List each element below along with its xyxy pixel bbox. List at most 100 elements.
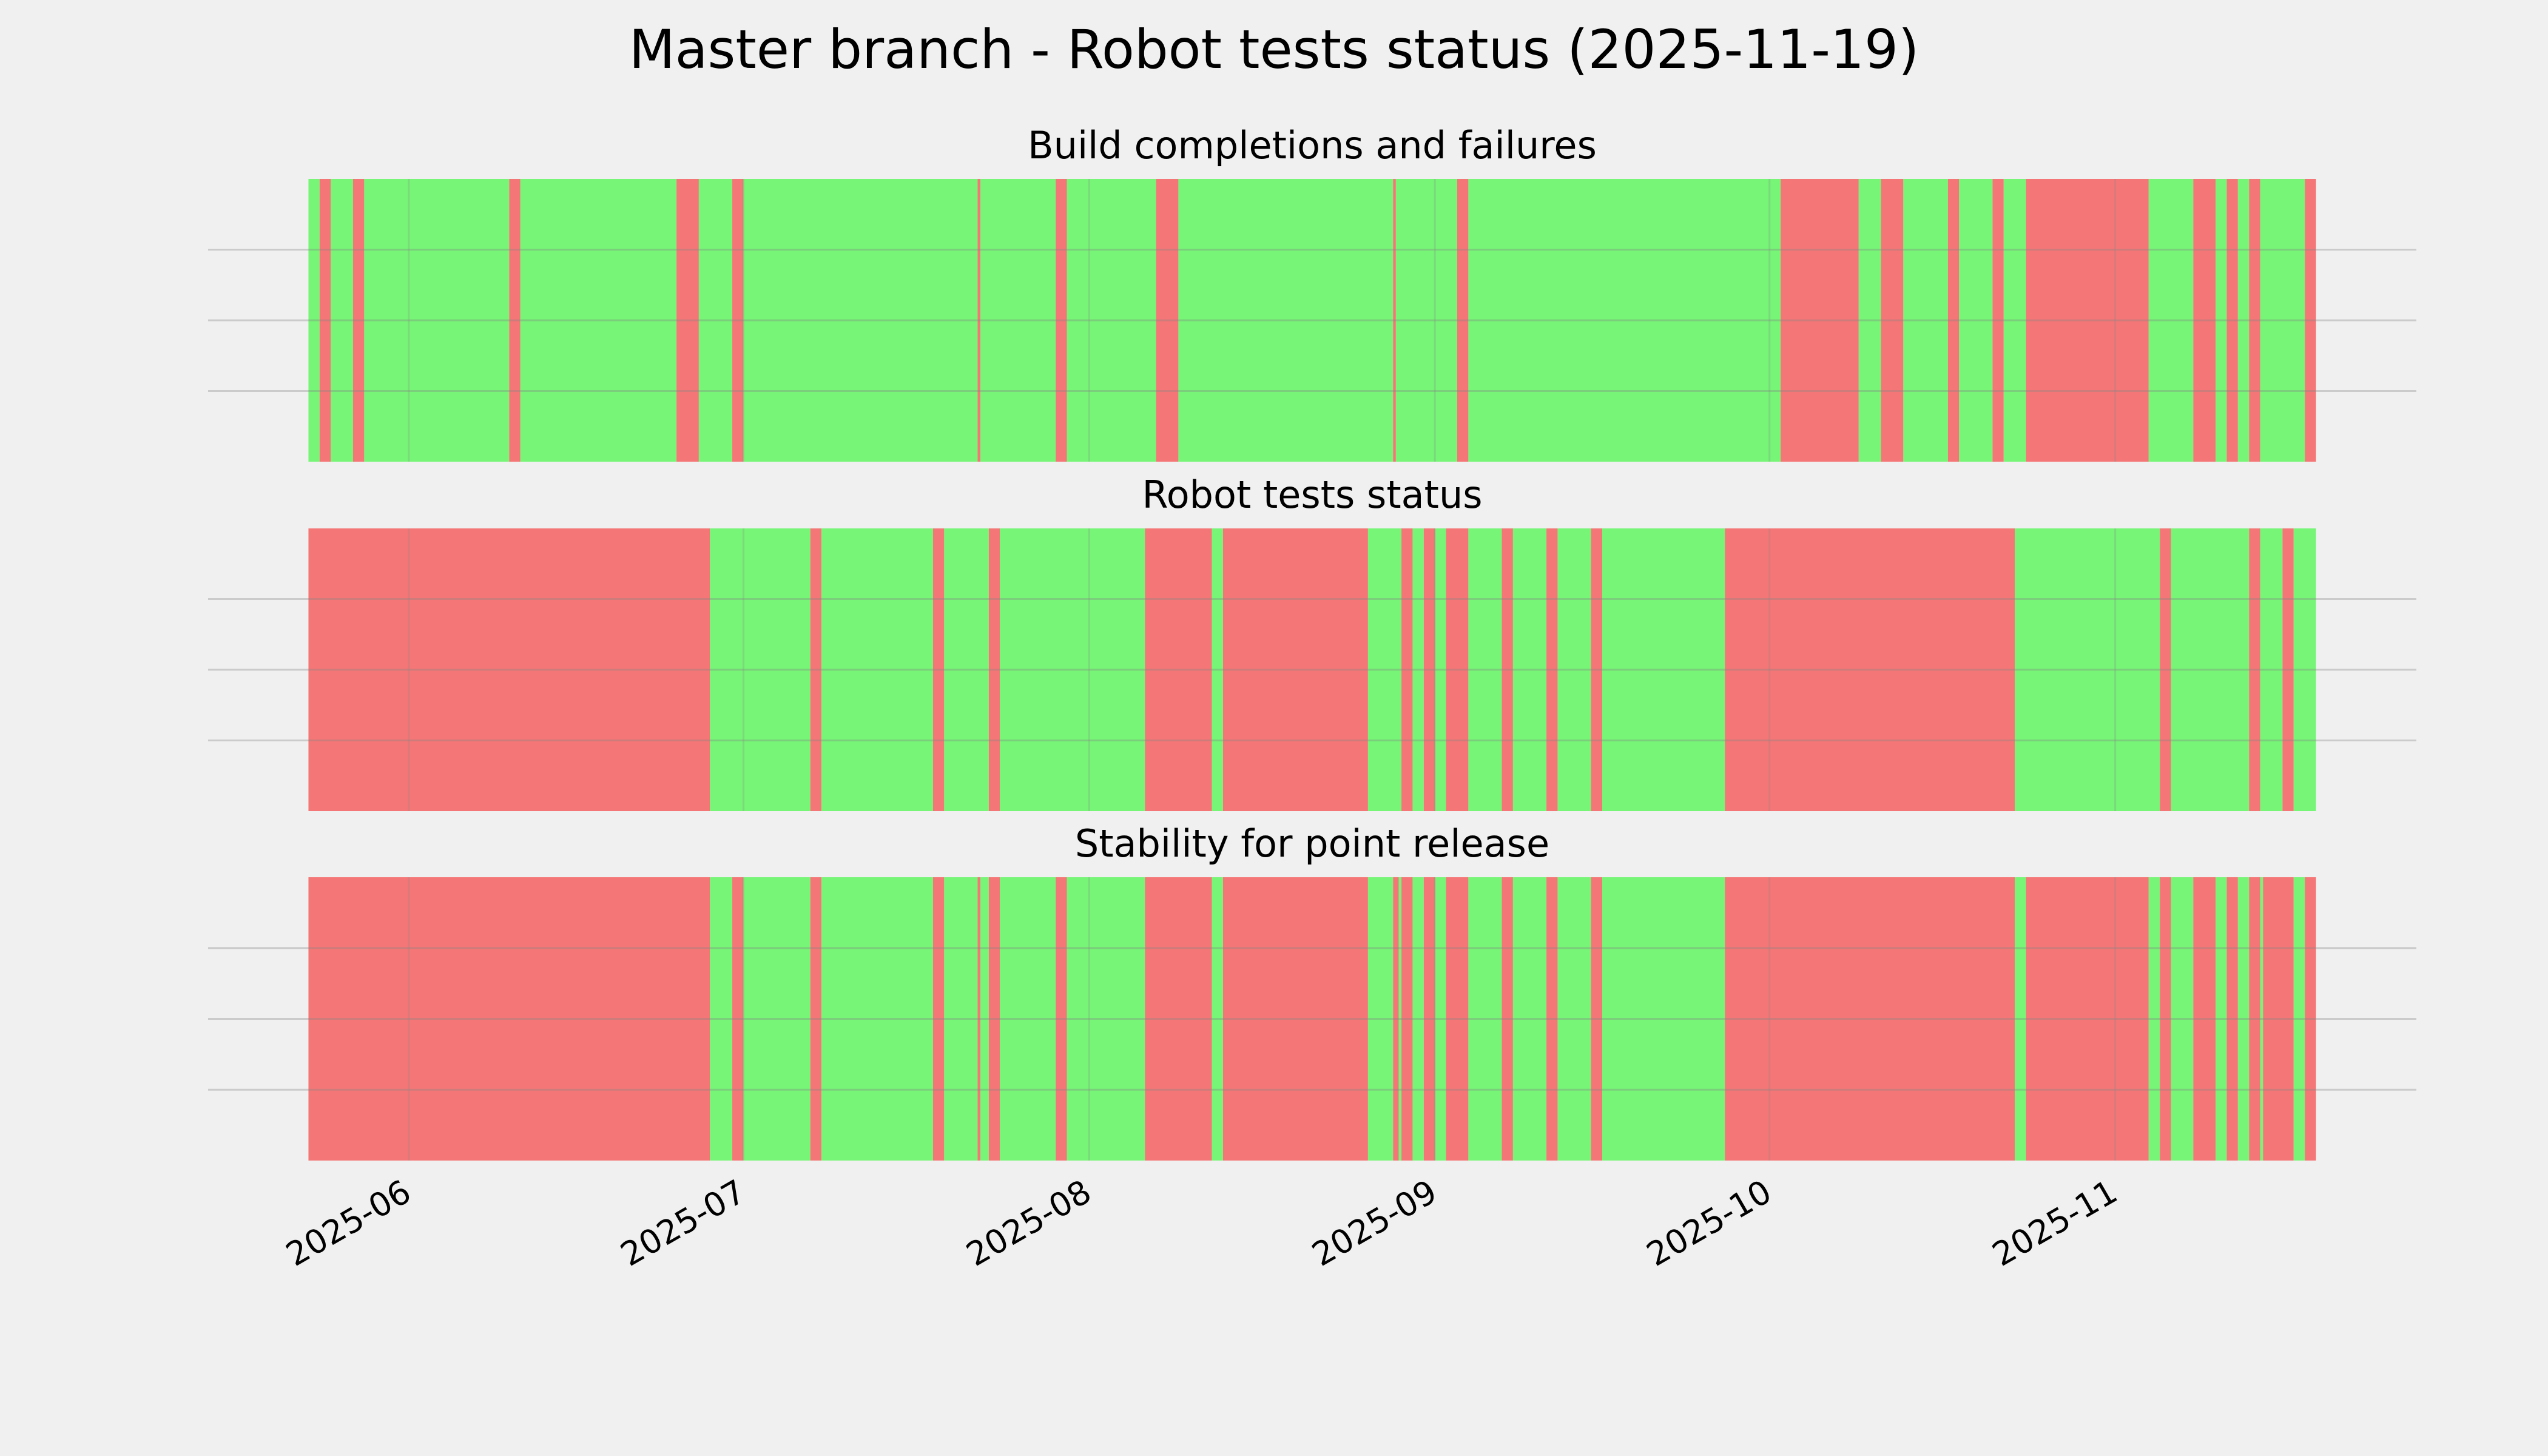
status-span (1881, 179, 1904, 462)
status-span (1212, 528, 1223, 811)
status-span (810, 877, 822, 1161)
status-span (1000, 528, 1145, 811)
chart-title: Master branch - Robot tests status (2025… (629, 18, 1919, 81)
status-span (1858, 179, 1881, 462)
status-span (1602, 877, 1725, 1161)
status-span (1156, 179, 1179, 462)
status-span (1222, 877, 1368, 1161)
status-span (2260, 877, 2263, 1161)
status-span (1457, 179, 1469, 462)
status-span (2148, 179, 2194, 462)
status-span (1602, 528, 1725, 811)
status-span (2293, 877, 2305, 1161)
status-span (2026, 179, 2149, 462)
status-span (1446, 528, 1469, 811)
status-span (1512, 877, 1547, 1161)
status-span (944, 528, 989, 811)
status-span (821, 528, 933, 811)
status-span (2263, 877, 2294, 1161)
status-span (980, 877, 989, 1161)
status-span (1000, 877, 1056, 1161)
status-span (1468, 528, 1502, 811)
status-span (2249, 528, 2260, 811)
status-span (1067, 179, 1156, 462)
status-span (1502, 528, 1513, 811)
status-span (1512, 528, 1547, 811)
status-span (2171, 877, 2194, 1161)
status-span (810, 528, 822, 811)
status-span (743, 877, 811, 1161)
status-span (1412, 877, 1424, 1161)
status-span (1959, 179, 1993, 462)
status-span (2193, 877, 2216, 1161)
status-span (1367, 877, 1394, 1161)
status-span (2237, 179, 2250, 462)
status-span (1401, 528, 1413, 811)
status-span (1725, 877, 2015, 1161)
status-span (1393, 179, 1396, 462)
status-span (1393, 877, 1399, 1161)
status-span (2282, 528, 2294, 811)
status-span (2193, 179, 2216, 462)
status-span (1056, 179, 1067, 462)
status-span (2226, 179, 2238, 462)
status-span (698, 179, 733, 462)
status-span (2249, 179, 2260, 462)
status-span (1781, 179, 1859, 462)
status-span (944, 877, 978, 1161)
status-span (2237, 877, 2250, 1161)
status-span (1395, 179, 1457, 462)
status-span (676, 179, 699, 462)
status-span (1067, 877, 1145, 1161)
status-span (1591, 877, 1602, 1161)
status-span (1903, 179, 1948, 462)
status-span (1145, 877, 1212, 1161)
status-span (1502, 877, 1513, 1161)
status-span (1423, 877, 1435, 1161)
status-span (2216, 877, 2227, 1161)
status-span (1435, 528, 1446, 811)
status-span (1222, 528, 1368, 811)
status-span (1947, 179, 1960, 462)
status-span (710, 877, 733, 1161)
status-span (710, 528, 811, 811)
status-span (732, 179, 744, 462)
status-span (1212, 877, 1223, 1161)
status-span (932, 877, 945, 1161)
status-span (2260, 179, 2305, 462)
status-span (932, 528, 945, 811)
status-span (1546, 528, 1558, 811)
status-span (1367, 528, 1402, 811)
status-span (2260, 528, 2283, 811)
status-span (319, 179, 331, 462)
status-span (2293, 528, 2316, 811)
status-span (331, 179, 353, 462)
status-span (988, 877, 1000, 1161)
status-span (1546, 877, 1558, 1161)
status-span (1398, 877, 1402, 1161)
status-span (2171, 528, 2250, 811)
status-span (1557, 877, 1591, 1161)
status-span (520, 179, 677, 462)
status-span (732, 877, 744, 1161)
panel-title: Stability for point release (1075, 821, 1549, 866)
status-span (1145, 528, 1212, 811)
status-span (2305, 179, 2316, 462)
status-span (1468, 179, 1781, 462)
status-span (1435, 877, 1446, 1161)
status-span (2026, 877, 2149, 1161)
status-span (308, 179, 320, 462)
status-span (2160, 877, 2171, 1161)
status-span (308, 528, 710, 811)
status-span (1423, 528, 1435, 811)
status-span (980, 179, 1056, 462)
status-span (308, 877, 710, 1161)
status-span (1591, 528, 1602, 811)
status-span (743, 179, 978, 462)
status-span (364, 179, 510, 462)
status-span (977, 179, 981, 462)
status-span (988, 528, 1000, 811)
status-span (2249, 877, 2260, 1161)
status-span (2216, 179, 2227, 462)
